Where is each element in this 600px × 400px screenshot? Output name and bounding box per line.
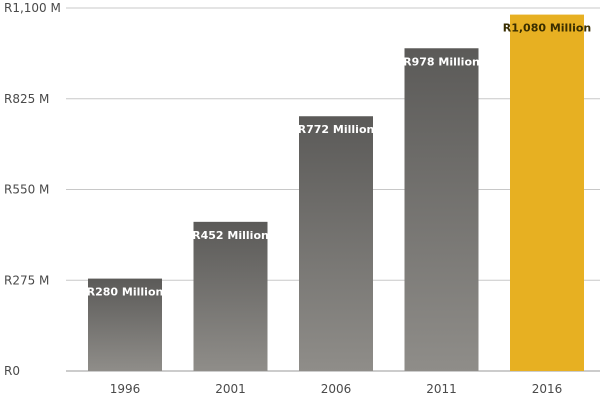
y-tick-label: R0 [4,364,20,378]
bar-2006 [299,116,373,372]
y-tick-label: R275 M [4,273,49,287]
bar-1996 [88,278,162,371]
x-tick-label: 2001 [215,382,246,396]
x-axis-ticks: 1996 2001 2006 2011 2016 [110,382,563,396]
bar-2001 [193,221,268,371]
x-tick-label: 2016 [532,382,563,396]
y-axis-ticks: R0 R275 M R550 M R825 M R1,100 M [4,1,61,378]
x-tick-label: 2011 [426,382,457,396]
y-tick-label: R550 M [4,183,49,197]
bar-data-label: R978 Million [403,55,480,68]
bar-data-label: R1,080 Million [503,22,592,35]
y-tick-label: R1,100 M [4,1,61,15]
y-tick-label: R825 M [4,92,49,106]
x-tick-label: 2006 [321,382,352,396]
bars: R280 Million R452 Million R772 Million R978… [87,14,592,372]
bar-data-label: R772 Million [298,123,375,136]
x-tick-label: 1996 [110,382,141,396]
bar-data-label: R452 Million [192,229,269,242]
bar-2016 [510,14,584,371]
bar-2011 [404,48,479,371]
bar-data-label: R280 Million [87,286,164,299]
